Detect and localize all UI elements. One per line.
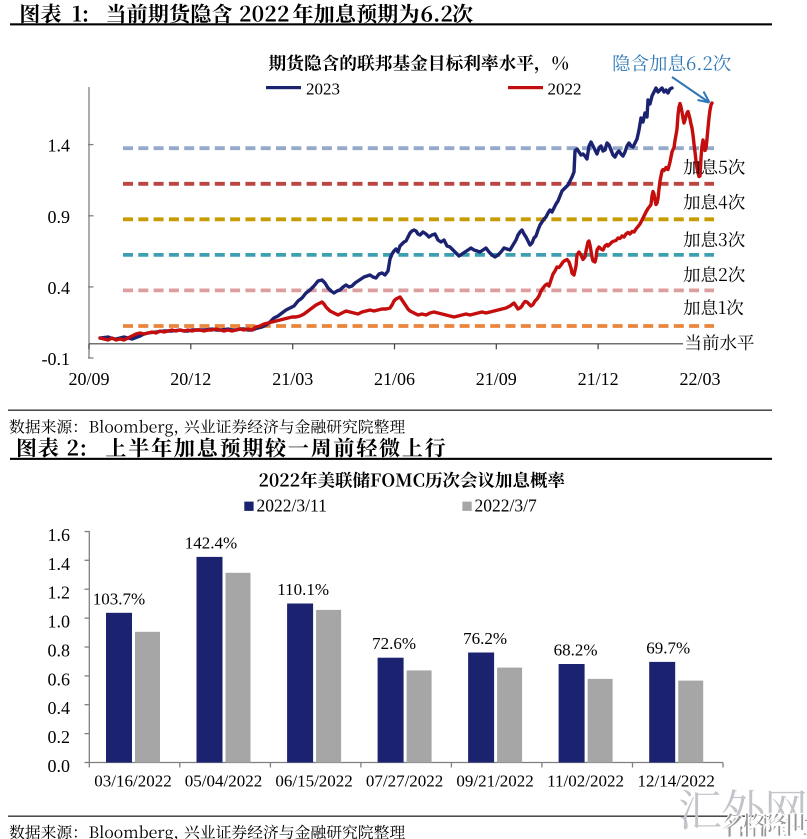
svg-text:09/21/2022: 09/21/2022 bbox=[456, 772, 533, 791]
svg-text:1.6: 1.6 bbox=[48, 525, 71, 545]
svg-text:11/02/2022: 11/02/2022 bbox=[547, 772, 624, 791]
svg-text:76.2%: 76.2% bbox=[463, 629, 507, 648]
svg-text:1.4: 1.4 bbox=[48, 554, 71, 574]
svg-text:1.4: 1.4 bbox=[48, 136, 71, 156]
svg-text:1.2: 1.2 bbox=[48, 583, 71, 603]
svg-text:22/03: 22/03 bbox=[679, 369, 720, 389]
svg-text:0.2: 0.2 bbox=[48, 727, 71, 747]
svg-text:0.4: 0.4 bbox=[48, 278, 71, 298]
svg-text:68.2%: 68.2% bbox=[554, 641, 598, 660]
svg-text:0.0: 0.0 bbox=[48, 756, 71, 776]
svg-text:0.4: 0.4 bbox=[48, 698, 71, 718]
svg-text:2022/3/7: 2022/3/7 bbox=[475, 496, 537, 516]
svg-text:142.4%: 142.4% bbox=[185, 533, 237, 552]
svg-text:2022: 2022 bbox=[548, 80, 582, 99]
svg-text:2023: 2023 bbox=[306, 80, 340, 99]
svg-text:21/06: 21/06 bbox=[374, 369, 415, 389]
svg-text:2022/3/11: 2022/3/11 bbox=[257, 496, 327, 516]
svg-text:21/03: 21/03 bbox=[272, 369, 313, 389]
svg-text:21/09: 21/09 bbox=[476, 369, 517, 389]
svg-text:1.0: 1.0 bbox=[48, 612, 71, 632]
svg-text:69.7%: 69.7% bbox=[646, 638, 690, 657]
svg-text:06/15/2022: 06/15/2022 bbox=[275, 772, 352, 791]
svg-text:72.6%: 72.6% bbox=[372, 634, 416, 653]
svg-text:103.7%: 103.7% bbox=[93, 589, 145, 608]
svg-text:0.9: 0.9 bbox=[48, 207, 71, 227]
svg-text:12/14/2022: 12/14/2022 bbox=[637, 772, 714, 791]
svg-text:05/04/2022: 05/04/2022 bbox=[185, 772, 262, 791]
svg-text:03/16/2022: 03/16/2022 bbox=[94, 772, 171, 791]
svg-text:20/09: 20/09 bbox=[68, 369, 109, 389]
svg-text:0.6: 0.6 bbox=[48, 669, 71, 689]
svg-text:-0.1: -0.1 bbox=[42, 349, 71, 369]
svg-text:07/27/2022: 07/27/2022 bbox=[366, 772, 443, 791]
svg-text:21/12: 21/12 bbox=[578, 369, 619, 389]
svg-text:20/12: 20/12 bbox=[170, 369, 211, 389]
svg-text:0.8: 0.8 bbox=[48, 641, 71, 661]
svg-text:110.1%: 110.1% bbox=[277, 580, 329, 599]
